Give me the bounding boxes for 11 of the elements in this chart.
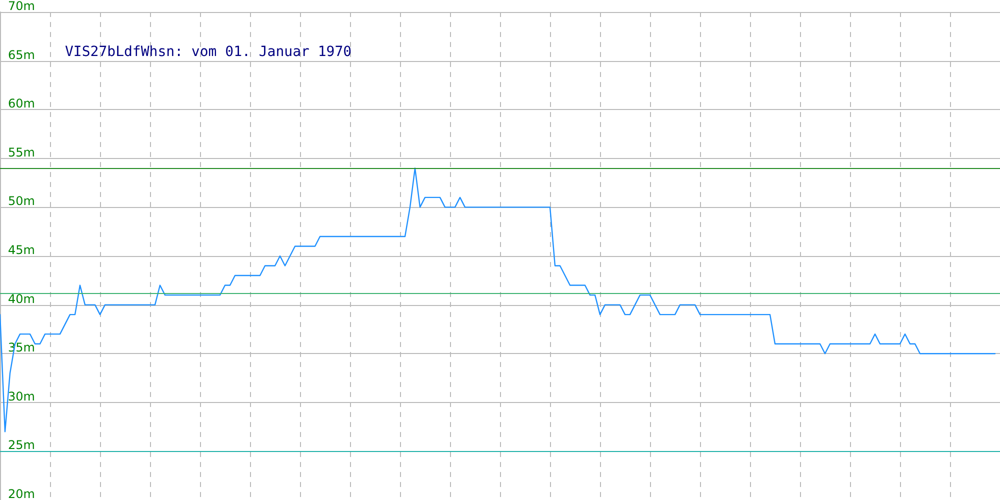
y-tick-label: 25m <box>8 438 35 452</box>
y-tick-label: 55m <box>8 145 35 160</box>
y-tick-label: 40m <box>8 292 35 306</box>
y-tick-label: 70m <box>8 0 35 13</box>
y-tick-label: 20m <box>8 487 35 500</box>
y-tick-label: 30m <box>8 389 35 404</box>
y-tick-label: 65m <box>8 48 35 62</box>
y-tick-label: 60m <box>8 96 35 111</box>
y-tick-label: 50m <box>8 194 35 208</box>
y-tick-label: 45m <box>8 243 35 257</box>
text: VIS27bLdfWhsn: vom 01. Januar 1970 <box>65 44 352 60</box>
